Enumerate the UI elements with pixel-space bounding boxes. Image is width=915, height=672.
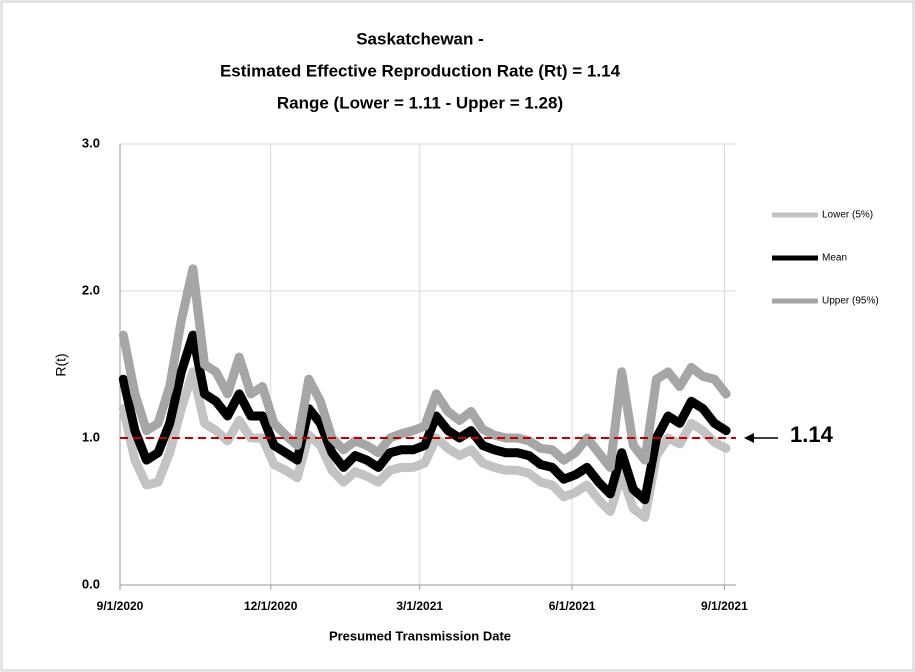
legend-label: Mean <box>822 253 847 264</box>
chart-title: Estimated Effective Reproduction Rate (R… <box>220 61 621 80</box>
chart-title: Range (Lower = 1.11 - Upper = 1.28) <box>277 93 563 112</box>
legend-label: Lower (5%) <box>822 210 873 221</box>
x-tick-label: 9/1/2021 <box>701 599 748 613</box>
annotation-arrowhead <box>744 433 754 443</box>
x-tick-label: 12/1/2020 <box>244 599 298 613</box>
series-line <box>118 330 731 505</box>
annotation: 1.14 <box>790 422 834 447</box>
x-tick-label: 3/1/2021 <box>396 599 443 613</box>
series-line <box>118 264 731 472</box>
x-tick-label: 9/1/2020 <box>97 599 144 613</box>
x-axis-label: Presumed Transmission Date <box>329 628 511 643</box>
y-axis-label: R(t) <box>53 353 69 376</box>
chart-title: Saskatchewan - <box>356 29 484 48</box>
legend-label: Upper (95%) <box>822 296 879 307</box>
y-tick-label: 2.0 <box>82 282 100 297</box>
y-tick-label: 3.0 <box>82 135 100 150</box>
series-line <box>118 367 731 522</box>
y-tick-label: 0.0 <box>82 576 100 591</box>
x-tick-label: 6/1/2021 <box>549 599 596 613</box>
y-tick-label: 1.0 <box>82 429 100 444</box>
